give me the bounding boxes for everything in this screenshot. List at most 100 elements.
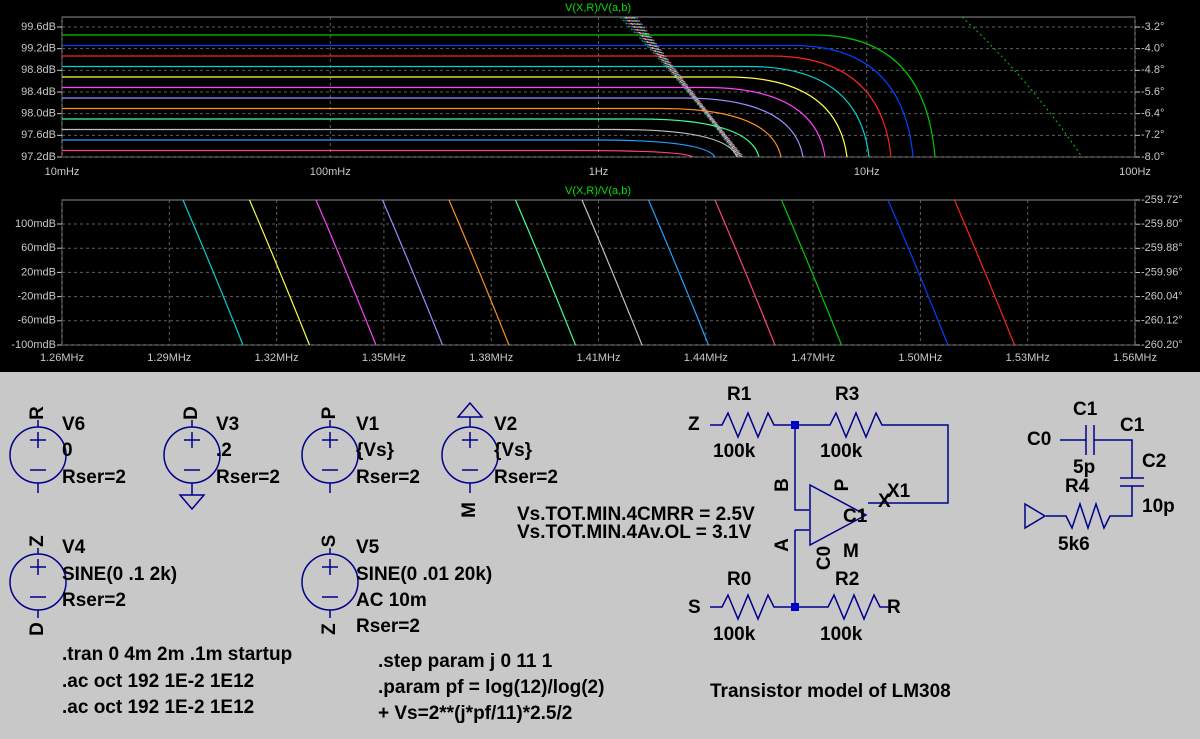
trace [62, 65, 870, 158]
schematic-label: 100k [820, 624, 863, 645]
y2-tick-label: -260.20° [1141, 339, 1183, 351]
schematic-label: R0 [727, 569, 751, 590]
schematic-label: R1 [727, 384, 752, 405]
y2-tick-label: -6.4° [1141, 108, 1164, 120]
schematic-label: Rser=2 [216, 467, 280, 488]
schematic-label: 0 [62, 440, 73, 461]
y-tick-label: 20mdB [21, 266, 56, 278]
trace [714, 199, 776, 346]
schematic-label: C0 [814, 546, 835, 570]
schematic-label: V5 [356, 537, 380, 558]
trace [62, 34, 936, 158]
trace [315, 199, 377, 346]
trace [62, 86, 826, 158]
schematic-label: B [772, 478, 793, 492]
trace [780, 199, 843, 346]
schematic-label: + Vs=2**(j*pf/11)*2.5/2 [378, 703, 572, 724]
y2-tick-label: -5.6° [1141, 86, 1164, 98]
schematic-label: Z [688, 414, 700, 435]
x-tick-label: 10mHz [45, 166, 80, 178]
y-tick-label: -60mdB [17, 315, 56, 327]
trace [628, 16, 741, 158]
schematic-label: C0 [1027, 429, 1051, 450]
schematic-label: 10p [1142, 496, 1175, 517]
schematic-label: .ac oct 192 1E-2 1E12 [62, 671, 254, 692]
trace [62, 97, 804, 158]
trace [633, 16, 743, 158]
y2-tick-label: -7.2° [1141, 129, 1164, 141]
schematic-label: AC 10m [356, 590, 427, 611]
schematic-label: Vs.TOT.MIN.4Av.OL = 3.1V [517, 522, 752, 543]
x-tick-label: 1.26MHz [40, 352, 84, 364]
trace [62, 76, 848, 158]
y2-tick-label: -259.96° [1141, 266, 1183, 278]
y2-tick-label: -4.0° [1141, 43, 1164, 55]
schematic-label: C1 [843, 506, 868, 527]
y2-tick-label: -259.72° [1141, 194, 1183, 206]
x-tick-label: 1.50MHz [898, 352, 942, 364]
x-tick-label: 10Hz [854, 166, 880, 178]
trace [636, 16, 744, 158]
schematic-label: 5p [1073, 457, 1095, 478]
y2-tick-label: -3.2° [1141, 21, 1164, 33]
schematic-label: SINE(0 .01 20k) [356, 564, 492, 585]
x-tick-label: 100Hz [1119, 166, 1151, 178]
trace [619, 16, 738, 158]
trace [581, 199, 643, 346]
schematic-label: V3 [216, 414, 239, 435]
y-tick-label: -20mdB [17, 291, 56, 303]
y-tick-label: 98.0dB [21, 108, 56, 120]
schematic-label: X [878, 491, 891, 512]
y-tick-label: 98.4dB [21, 86, 56, 98]
x-tick-label: 1.47MHz [791, 352, 835, 364]
x-tick-label: 1.41MHz [576, 352, 620, 364]
schematic-label: A [772, 538, 793, 552]
trace [62, 139, 716, 158]
schematic-label: R3 [835, 384, 859, 405]
trace [182, 199, 244, 346]
schematic-label: Rser=2 [356, 467, 420, 488]
schematic-label: V6 [62, 414, 85, 435]
schematic-label: S [688, 597, 701, 618]
trace [62, 128, 738, 158]
schematic-label: S [319, 535, 340, 548]
trace [62, 44, 914, 158]
schematic-label: R [27, 406, 48, 420]
schematic-label: Vs.TOT.MIN.4CMRR = 2.5V [517, 504, 755, 525]
schematic-label: P [832, 478, 853, 491]
schematic-label: R4 [1065, 476, 1090, 497]
y-tick-label: 98.8dB [21, 64, 56, 76]
schematic-label: Z [319, 623, 340, 635]
x-tick-label: 1.44MHz [684, 352, 728, 364]
schematic-label: V1 [356, 414, 380, 435]
x-tick-label: 1Hz [589, 166, 609, 178]
trace [953, 199, 1016, 346]
schematic-label: 5k6 [1058, 534, 1090, 555]
schematic-label: 100k [820, 441, 863, 462]
y-tick-label: 97.2dB [21, 151, 56, 163]
y2-tick-label: -8.0° [1141, 151, 1164, 163]
schematic-label: P [319, 406, 340, 419]
trace [887, 199, 949, 346]
schematic-label: R [887, 597, 901, 618]
y-tick-label: 100mdB [15, 218, 56, 230]
schematic-label: X1 [887, 481, 911, 502]
schematic-label: Rser=2 [494, 467, 558, 488]
schematic-label: .param pf = log(12)/log(2) [378, 677, 604, 698]
schematic-label: C1 [1120, 415, 1145, 436]
trace [381, 199, 444, 346]
schematic-label: D [181, 406, 202, 420]
schematic-label: Rser=2 [62, 590, 126, 611]
y-tick-label: -100mdB [11, 339, 56, 351]
schematic-label: C2 [1142, 451, 1166, 472]
schematic-label: Transistor model of LM308 [710, 681, 951, 702]
plot-title: V(X,R)/V(a,b) [565, 185, 631, 197]
schematic-label: .tran 0 4m 2m .1m startup [62, 644, 292, 665]
y-tick-label: 97.6dB [21, 129, 56, 141]
y2-tick-label: -4.8° [1141, 64, 1164, 76]
schematic-label: M [459, 502, 480, 518]
schematic-label: 100k [713, 624, 756, 645]
trace [62, 149, 694, 158]
schematic-label: D [27, 622, 48, 636]
schematic-label: V2 [494, 414, 517, 435]
